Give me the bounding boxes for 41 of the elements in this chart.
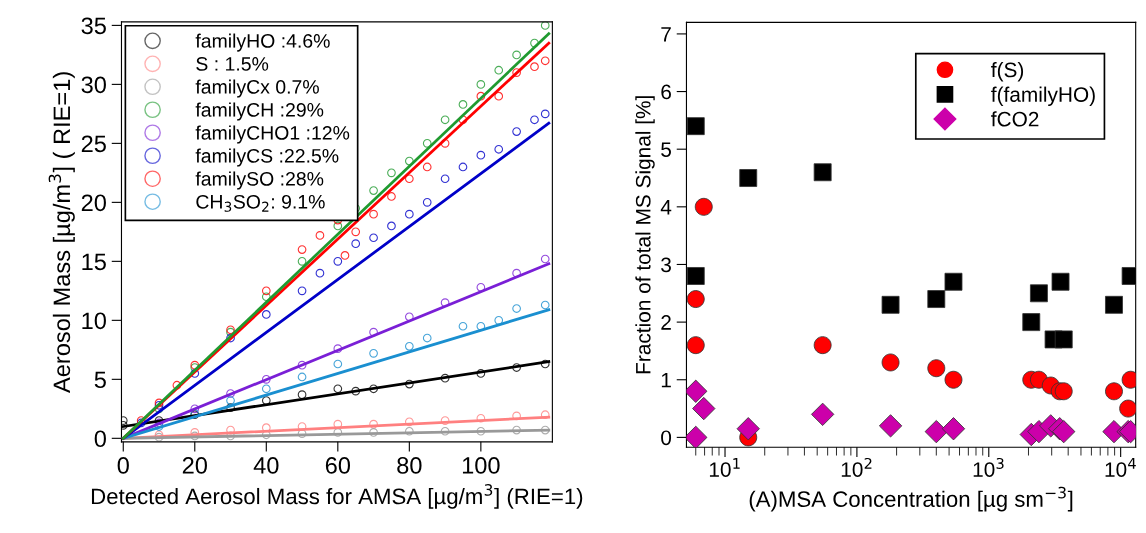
y-tick-label: 5	[94, 371, 106, 389]
x-tick-label: 10$^{3}$	[973, 457, 1004, 477]
y-tick-label: 3	[661, 257, 671, 273]
y-axis-title: Fraction of total MS Signal [%]	[635, 96, 655, 374]
y-tick-label: 25	[81, 135, 106, 153]
y-tick-label: 0	[94, 430, 106, 448]
x-tick-label: 10$^{2}$	[841, 457, 872, 477]
x-tick-label: 80	[397, 457, 422, 474]
x-tick-label: 0	[117, 457, 129, 474]
x-tick-label: 60	[325, 457, 351, 474]
x-tick-label: 100	[462, 457, 500, 474]
legend-label: CH$_{3}$SO$_{2}$: 9.1%	[196, 194, 325, 212]
x-tick-label: 10$^{4}$	[1105, 458, 1136, 477]
legend-label: S : 1.5%	[196, 57, 269, 71]
legend-label: familyHO :4.6%	[195, 33, 330, 52]
x-axis-title: Detected Aerosol Mass for AMSA [µg/m$^{3}$] (RIE=1)	[91, 484, 583, 509]
y-tick-label: 5	[661, 142, 671, 157]
x-tick-label: 20	[182, 457, 207, 474]
legend-label: fCO2	[991, 111, 1039, 127]
y-tick-label: 0	[661, 430, 672, 446]
legend-label: familyCS :22.5%	[195, 148, 339, 167]
y-tick-label: 35	[81, 17, 106, 35]
y-tick-label: 10	[82, 312, 106, 330]
y-tick-label: 15	[82, 253, 106, 271]
legend-label: familyCH :29%	[195, 102, 324, 121]
y-tick-label: 2	[661, 315, 671, 330]
legend-label: familySO :28%	[195, 171, 324, 190]
x-axis-title: (A)MSA Concentration [µg sm$^{−3}$]	[749, 486, 1073, 512]
y-tick-label: 7	[661, 27, 671, 42]
legend-label: familyCx 0.7%	[195, 79, 319, 98]
x-tick-label: 10$^{1}$	[709, 458, 740, 477]
y-tick-label: 6	[661, 84, 671, 100]
x-tick-label: 40	[253, 457, 279, 474]
y-tick-label: 30	[81, 76, 106, 94]
y-tick-label: 20	[81, 194, 106, 212]
y-tick-label: 4	[660, 200, 672, 215]
legend-label: f(familyHO)	[991, 86, 1095, 107]
legend-label: f(S)	[991, 61, 1024, 82]
y-axis-title: Aerosol Mass [µg/m$^{3}$] ( RIE=1)	[48, 72, 75, 393]
y-tick-label: 1	[661, 372, 671, 388]
legend-label: familyCHO1 :12%	[195, 125, 350, 144]
